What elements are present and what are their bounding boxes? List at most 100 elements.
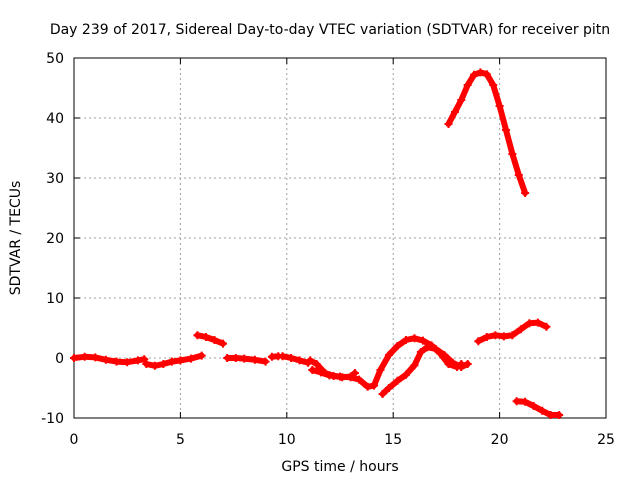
y-tick-label: 50 [46, 51, 64, 67]
series-seg9 [378, 343, 472, 398]
series-seg11 [512, 397, 564, 419]
series-seg10 [474, 318, 551, 346]
data-point [538, 406, 547, 415]
data-point [210, 336, 219, 344]
data-point [491, 331, 500, 340]
y-tick-label: 0 [55, 351, 64, 367]
data-point [450, 108, 459, 116]
x-tick-label: 20 [491, 432, 509, 448]
data-point [355, 375, 364, 384]
data-point [495, 102, 504, 110]
grid [74, 58, 606, 418]
data-point [218, 339, 227, 348]
series-seg8 [308, 334, 466, 391]
data-point [444, 120, 453, 128]
data-point [240, 354, 249, 363]
data-point [140, 355, 149, 364]
series-seg6 [278, 352, 313, 367]
data-point [312, 360, 321, 368]
data-point [512, 397, 521, 406]
y-tick-label: 30 [46, 171, 64, 187]
data-point [316, 368, 325, 377]
data-point [401, 370, 410, 379]
data-point [197, 351, 206, 360]
data-point [70, 354, 78, 362]
data-point [514, 171, 523, 179]
data-point [376, 366, 385, 374]
data-point [463, 81, 472, 89]
data-point [306, 356, 315, 365]
data-point [555, 411, 564, 419]
y-tick-label: -10 [41, 411, 64, 427]
x-tick-label: 15 [384, 432, 402, 448]
data-point [410, 361, 419, 370]
data-point [133, 356, 142, 365]
series-seg12 [444, 68, 530, 197]
data-point [278, 352, 287, 361]
y-tick-label: 10 [46, 291, 64, 307]
data-series [70, 68, 564, 419]
data-point [476, 68, 485, 77]
series-line [309, 335, 465, 390]
y-tick-label: 20 [46, 231, 64, 247]
data-point [231, 354, 240, 362]
x-tick-label: 0 [70, 432, 79, 448]
data-point [193, 331, 202, 340]
data-point [201, 333, 210, 341]
data-point [470, 70, 479, 79]
ticks: 0 5 10 15 20 25 -10 0 10 20 30 40 50 [41, 51, 615, 448]
data-point [448, 358, 457, 367]
data-point [542, 322, 551, 331]
x-tick-label: 5 [176, 432, 185, 448]
data-point [112, 357, 121, 366]
data-point [482, 70, 491, 79]
data-point [378, 390, 387, 398]
y-tick-label: 40 [46, 111, 64, 127]
series-seg3 [193, 331, 227, 348]
data-point [521, 189, 530, 197]
data-point [287, 354, 296, 362]
data-point [482, 333, 491, 341]
data-point [384, 384, 393, 392]
data-point [457, 96, 466, 104]
data-point [142, 360, 151, 368]
series-seg4 [223, 354, 270, 366]
data-point [91, 353, 100, 362]
data-point [159, 360, 168, 368]
data-point [516, 325, 525, 334]
x-tick-label: 10 [278, 432, 296, 448]
x-axis-label: GPS time / hours [281, 459, 398, 475]
data-point [295, 356, 304, 365]
data-point [346, 373, 355, 382]
series-seg2 [142, 351, 206, 370]
data-point [336, 372, 344, 381]
data-point [410, 334, 419, 343]
series-line [194, 332, 226, 347]
data-point [463, 360, 472, 368]
data-point [431, 345, 440, 353]
data-point [501, 126, 510, 134]
data-point [80, 352, 89, 361]
data-point [508, 150, 517, 158]
data-point [393, 376, 402, 385]
data-point [489, 81, 498, 89]
data-point [250, 355, 259, 364]
series-line [445, 69, 529, 196]
data-point [384, 351, 393, 359]
data-point [533, 318, 542, 327]
chart-title: Day 239 of 2017, Sidereal Day-to-day VTE… [50, 22, 610, 38]
data-point [308, 366, 317, 374]
series-seg1 [70, 352, 149, 367]
x-tick-label: 25 [597, 432, 615, 448]
series-line [279, 353, 312, 366]
data-point [363, 382, 372, 391]
series-line [513, 398, 563, 418]
data-point [525, 319, 534, 328]
data-point [499, 332, 508, 341]
data-point [223, 354, 232, 362]
data-point [325, 371, 334, 380]
data-point [401, 336, 410, 344]
data-point [546, 411, 555, 419]
y-axis-label: SDTVAR / TECUs [8, 181, 24, 296]
